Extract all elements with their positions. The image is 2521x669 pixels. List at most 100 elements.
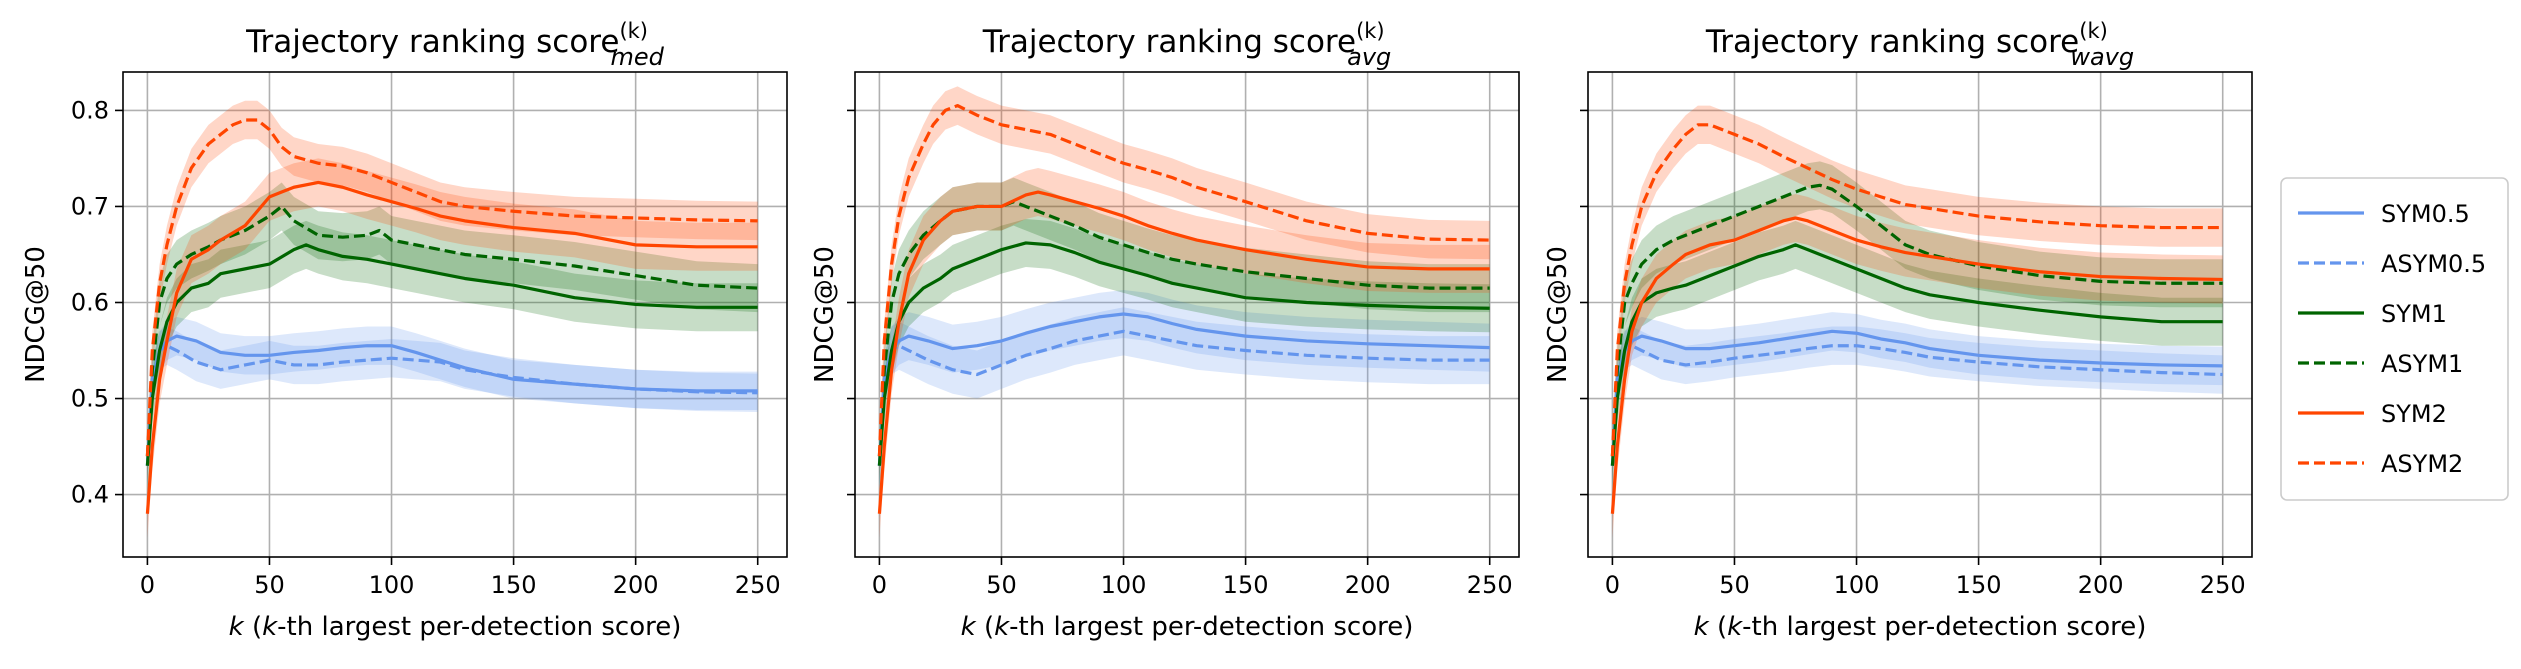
series-line-sym2 bbox=[1610, 216, 2223, 514]
x-axis-label: k (k-th largest per-detection score) bbox=[961, 612, 1414, 642]
confidence-band-asym0-5 bbox=[879, 307, 1490, 490]
legend-label-asym1: ASYM1 bbox=[2381, 350, 2463, 378]
x-axis-label-k-inner: k bbox=[994, 612, 1010, 642]
x-tick-label: 250 bbox=[735, 571, 781, 599]
confidence-band-sym2 bbox=[147, 158, 758, 538]
series-line-asym1 bbox=[1610, 183, 2223, 457]
y-tick-label: 0.4 bbox=[71, 481, 109, 509]
series-line-asym0-5 bbox=[1610, 344, 2223, 466]
legend-label-asym2: ASYM2 bbox=[2381, 450, 2463, 478]
series-line-sym1 bbox=[877, 241, 1490, 466]
legend-label-asym0-5: ASYM0.5 bbox=[2381, 250, 2486, 278]
confidence-band-sym1 bbox=[147, 220, 758, 490]
plot-area bbox=[145, 100, 758, 538]
confidence-band-asym0-5 bbox=[147, 326, 758, 485]
x-tick-label: 100 bbox=[1101, 571, 1147, 599]
series-line-sym2 bbox=[145, 180, 758, 514]
x-tick-label: 50 bbox=[1719, 571, 1750, 599]
y-tick-label: 0.5 bbox=[71, 385, 109, 413]
x-tick-label: 50 bbox=[986, 571, 1017, 599]
series-line-asym0-5 bbox=[145, 344, 758, 466]
x-axis-label-k: k bbox=[961, 612, 977, 642]
x-axis-label-open: ( bbox=[1709, 612, 1727, 642]
x-tick-label: 100 bbox=[1834, 571, 1880, 599]
x-axis-label-k: k bbox=[229, 612, 245, 642]
confidence-band-asym2 bbox=[1612, 105, 2223, 476]
x-tick-label: 200 bbox=[613, 571, 659, 599]
confidence-band-sym1 bbox=[879, 218, 1490, 490]
x-tick-label: 200 bbox=[2078, 571, 2124, 599]
chart-title: Trajectory ranking score(k) med bbox=[245, 19, 665, 71]
plot-frame bbox=[854, 71, 1520, 558]
series-line-asym1 bbox=[877, 200, 1490, 457]
x-tick-label: 100 bbox=[369, 571, 415, 599]
series-line-asym2 bbox=[1610, 123, 2223, 457]
x-axis-label: k (k-th largest per-detection score) bbox=[229, 612, 682, 642]
chart-title-superscript: (k) bbox=[2079, 19, 2108, 43]
legend-label-sym2: SYM2 bbox=[2381, 400, 2447, 428]
chart-title-subscript: wavg bbox=[2070, 43, 2134, 71]
series-line-asym0-5 bbox=[877, 329, 1490, 466]
x-tick-label: 0 bbox=[1605, 571, 1620, 599]
chart-title-superscript: (k) bbox=[1356, 19, 1385, 43]
series-line-sym0-5 bbox=[877, 312, 1490, 466]
y-axis-label: NDCG@50 bbox=[21, 246, 51, 383]
legend: SYM0.5 ASYM0.5 SYM1 ASYM1 SYM2 ASYM2 bbox=[2280, 177, 2509, 501]
chart-panel-1: 0 50 100 150 200 250 0.4 0.5 0.6 0.7 0.8 Trajectory… bbox=[21, 19, 788, 642]
confidence-band-asym2 bbox=[147, 100, 758, 476]
chart-title: Trajectory ranking score(k) avg bbox=[982, 19, 1392, 71]
plot-frame bbox=[1587, 71, 2253, 558]
series-line-asym1 bbox=[145, 204, 758, 457]
x-axis-label-rest: -th largest per-detection score) bbox=[1009, 612, 1413, 642]
series-line-sym0-5 bbox=[1610, 329, 2223, 466]
chart-title-main: Trajectory ranking score bbox=[982, 24, 1356, 60]
chart-title: Trajectory ranking score(k) wavg bbox=[1705, 19, 2134, 71]
x-axis-label-open: ( bbox=[976, 612, 994, 642]
series-line-asym2 bbox=[145, 118, 758, 457]
x-tick-label: 250 bbox=[1467, 571, 1513, 599]
confidence-band-sym1 bbox=[1612, 220, 2223, 490]
x-axis-label: k (k-th largest per-detection score) bbox=[1694, 612, 2147, 642]
x-axis-label-k-inner: k bbox=[1727, 612, 1743, 642]
x-tick-label: 200 bbox=[1345, 571, 1391, 599]
legend-label-sym0-5: SYM0.5 bbox=[2381, 200, 2470, 228]
confidence-band-asym1 bbox=[147, 182, 758, 481]
chart-title-subscript: avg bbox=[1347, 43, 1391, 71]
y-tick-label: 0.8 bbox=[71, 96, 109, 124]
x-axis-label-open: ( bbox=[244, 612, 262, 642]
x-axis-label-k-inner: k bbox=[262, 612, 278, 642]
chart-title-subscript: med bbox=[611, 43, 665, 71]
x-tick-label: 150 bbox=[1223, 571, 1269, 599]
confidence-band-asym0-5 bbox=[1612, 326, 2223, 485]
y-axis-label: NDCG@50 bbox=[1543, 246, 1573, 383]
x-tick-label: 50 bbox=[254, 571, 285, 599]
legend-box bbox=[2280, 177, 2509, 501]
x-tick-label: 0 bbox=[872, 571, 887, 599]
chart-title-main: Trajectory ranking score bbox=[1705, 24, 2079, 60]
plot-area bbox=[877, 86, 1490, 538]
x-tick-label: 250 bbox=[2200, 571, 2246, 599]
y-axis-label: NDCG@50 bbox=[810, 246, 840, 383]
confidence-band-asym2 bbox=[879, 86, 1490, 476]
plot-frame bbox=[122, 71, 788, 558]
series-line-sym0-5 bbox=[145, 334, 758, 466]
chart-title-superscript: (k) bbox=[619, 19, 648, 43]
x-tick-label: 0 bbox=[140, 571, 155, 599]
chart-title-main: Trajectory ranking score bbox=[245, 24, 619, 60]
confidence-band-sym0-5 bbox=[879, 290, 1490, 490]
series-line-asym2 bbox=[877, 104, 1490, 457]
x-axis-label-rest: -th largest per-detection score) bbox=[1742, 612, 2146, 642]
confidence-band-sym2 bbox=[879, 168, 1490, 538]
plot-area bbox=[1610, 105, 2223, 538]
x-tick-label: 150 bbox=[491, 571, 537, 599]
x-tick-label: 150 bbox=[1956, 571, 2002, 599]
x-axis-label-k: k bbox=[1694, 612, 1710, 642]
x-axis-label-rest: -th largest per-detection score) bbox=[277, 612, 681, 642]
series-line-sym2 bbox=[877, 190, 1490, 514]
y-tick-label: 0.7 bbox=[71, 192, 109, 220]
legend-label-sym1: SYM1 bbox=[2381, 300, 2447, 328]
confidence-band-sym0-5 bbox=[147, 316, 758, 485]
